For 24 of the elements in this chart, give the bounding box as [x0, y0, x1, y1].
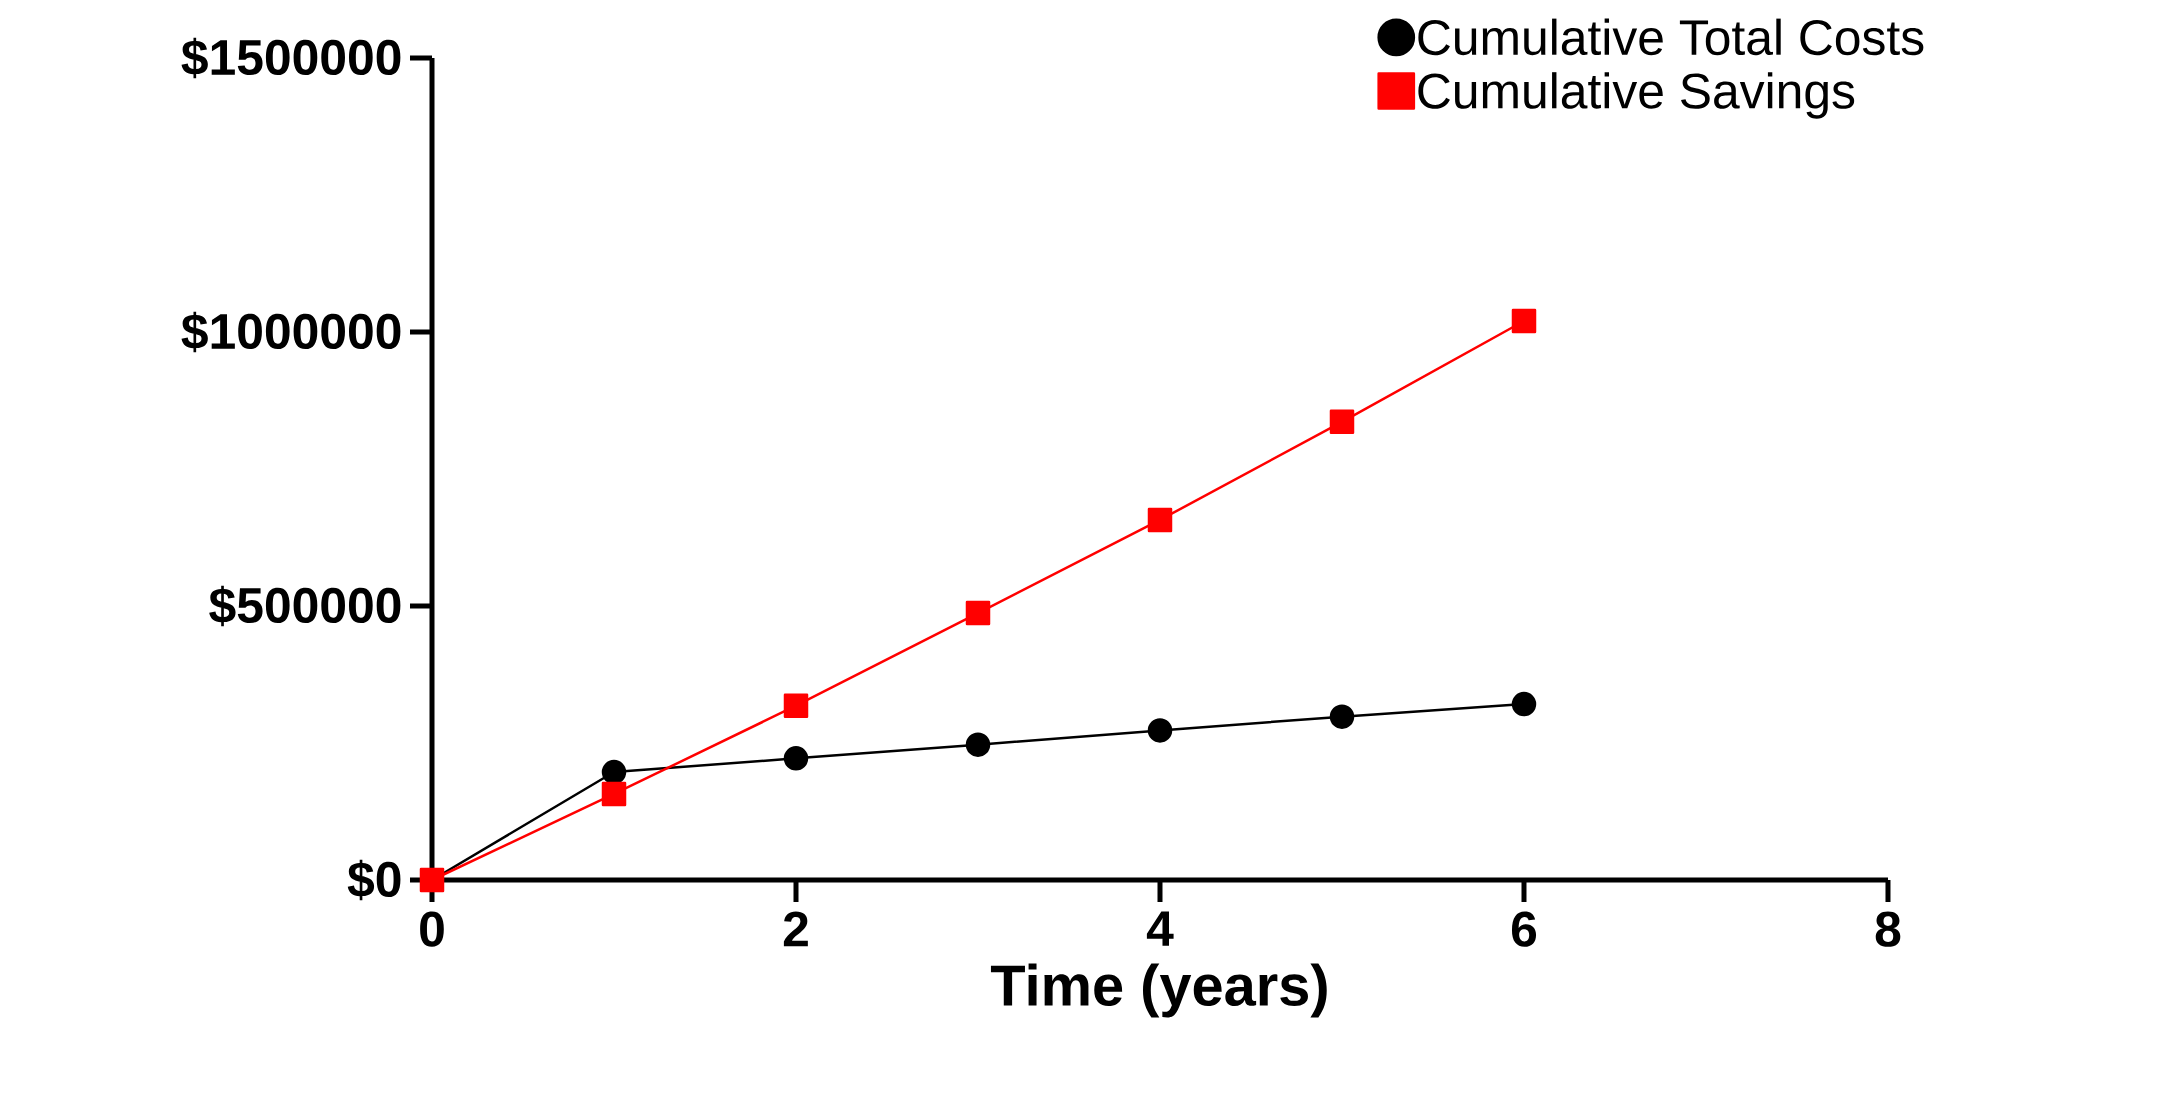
y-tick-label: $1000000 [181, 311, 401, 353]
point [1329, 704, 1355, 729]
x-axis-title: Time (years) [990, 963, 1327, 1018]
point [783, 693, 809, 718]
x-tick-label: 8 [1875, 911, 1901, 947]
point [1147, 507, 1173, 533]
point [965, 600, 991, 626]
legend-label: Cumulative Savings [1418, 72, 1855, 119]
point [1511, 308, 1537, 334]
y-tick-label: $0 [347, 859, 401, 901]
point [783, 746, 809, 771]
point [1329, 409, 1355, 435]
point [965, 732, 991, 757]
point [601, 759, 627, 785]
legend-label: Cumulative Total Costs [1418, 18, 1924, 56]
x-tick-label: 6 [1511, 911, 1537, 947]
x-tick-label: 0 [420, 911, 444, 947]
point [1511, 691, 1537, 717]
point [601, 781, 627, 807]
x-tick-label: 2 [783, 911, 808, 947]
y-tick-label: $1500000 [181, 37, 401, 79]
y-tick-label: $500000 [209, 585, 401, 627]
x-tick-label: 4 [1146, 911, 1174, 946]
point [1147, 718, 1173, 743]
